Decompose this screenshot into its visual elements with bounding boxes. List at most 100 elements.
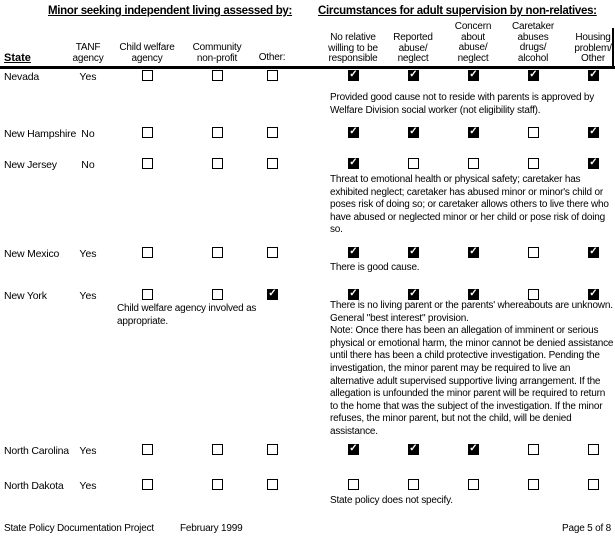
checkbox-no-relative (348, 443, 359, 455)
checkbox-housing-problem (588, 246, 599, 258)
table-row-new-york: New York Yes (0, 288, 615, 303)
checkbox-other (267, 127, 278, 138)
tanf-agency-value: No (81, 159, 95, 171)
checkbox-no-relative (348, 479, 359, 490)
checkbox-community-non-profit (212, 158, 223, 169)
checkbox-housing-problem (588, 157, 599, 169)
state-name: New Hampshire (4, 128, 77, 140)
row-note-new-jersey: Threat to emotional health or physical s… (330, 174, 609, 236)
column-header-child-welfare-agency: Child welfare agency (119, 42, 175, 64)
state-name: New York (4, 290, 47, 302)
checkbox-child-welfare (142, 247, 153, 258)
checkbox-child-welfare (142, 70, 153, 81)
row-note-new-york: There is no living parent or the parents… (330, 300, 614, 437)
tanf-agency-value: Yes (79, 290, 97, 302)
checkbox-child-welfare (142, 289, 153, 300)
tanf-agency-value: Yes (79, 480, 97, 492)
checkbox-no-relative (348, 288, 359, 300)
checkbox-reported-abuse (408, 246, 419, 258)
tanf-agency-value: Yes (79, 445, 97, 457)
state-name: Nevada (4, 71, 39, 83)
checkbox-caretaker-abuses (528, 289, 539, 300)
header-divider-rule (0, 66, 615, 69)
checkbox-community-non-profit (212, 444, 223, 455)
table-row-nevada: Nevada Yes (0, 69, 615, 84)
state-name: New Jersey (4, 159, 57, 171)
checkbox-other (267, 70, 278, 81)
checkbox-concern-abuse (468, 479, 479, 490)
left-section-heading: Minor seeking independent living assesse… (48, 5, 293, 17)
checkbox-other (267, 158, 278, 169)
checkbox-housing-problem (588, 444, 599, 455)
column-header-caretaker-abuses: Caretaker abuses drugs/ alcohol (511, 21, 555, 64)
row-note-new-mexico: There is good cause. (330, 262, 420, 273)
tanf-agency-value: Yes (79, 71, 97, 83)
checkbox-caretaker-abuses (528, 158, 539, 169)
column-header-reported-abuse: Reported abuse/ neglect (393, 32, 433, 64)
state-name: New Mexico (4, 248, 60, 260)
checkbox-reported-abuse (408, 443, 419, 455)
checkbox-no-relative (348, 246, 359, 258)
footer-date: February 1999 (180, 523, 243, 534)
checkbox-reported-abuse (408, 479, 419, 490)
column-header-housing-problem: Housing problem/ Other (574, 32, 612, 64)
table-row-north-carolina: North Carolina Yes (0, 443, 615, 458)
checkbox-housing-problem (588, 69, 599, 81)
checkbox-concern-abuse (468, 246, 479, 258)
column-header-other: Other: (258, 52, 286, 63)
checkbox-concern-abuse (468, 69, 479, 81)
checkbox-community-non-profit (212, 127, 223, 138)
state-name: North Carolina (4, 445, 69, 457)
checkbox-concern-abuse (468, 158, 479, 169)
checkbox-reported-abuse (408, 158, 419, 169)
column-header-state: State (4, 52, 31, 64)
checkbox-housing-problem (588, 479, 599, 490)
table-row-new-hampshire: New Hampshire No (0, 126, 615, 141)
checkbox-other (267, 247, 278, 258)
checkbox-concern-abuse (468, 126, 479, 138)
column-header-tanf-agency: TANF agency (72, 42, 104, 64)
table-row-north-dakota: North Dakota Yes (0, 479, 615, 493)
table-right-edge-line (612, 28, 614, 68)
checkbox-caretaker-abuses (528, 127, 539, 138)
row-left-note-new-york: Child welfare agency involved as appropr… (117, 303, 257, 327)
checkbox-no-relative (348, 157, 359, 169)
checkbox-community-non-profit (212, 289, 223, 300)
checkbox-child-welfare (142, 158, 153, 169)
column-header-community-non-profit: Community non-profit (192, 42, 242, 64)
table-row-new-mexico: New Mexico Yes (0, 246, 615, 261)
checkbox-other (267, 288, 278, 300)
checkbox-child-welfare (142, 127, 153, 138)
column-header-concern-abuse: Concern about abuse/ neglect (454, 21, 492, 64)
tanf-agency-value: Yes (79, 248, 97, 260)
checkbox-child-welfare (142, 444, 153, 455)
checkbox-no-relative (348, 126, 359, 138)
table-row-new-jersey: New Jersey No (0, 157, 615, 172)
checkbox-reported-abuse (408, 126, 419, 138)
checkbox-community-non-profit (212, 70, 223, 81)
checkbox-concern-abuse (468, 288, 479, 300)
checkbox-caretaker-abuses (528, 247, 539, 258)
footer-project-name: State Policy Documentation Project (4, 523, 154, 534)
checkbox-child-welfare (142, 479, 153, 490)
checkbox-housing-problem (588, 126, 599, 138)
checkbox-other (267, 479, 278, 490)
state-name: North Dakota (4, 480, 64, 492)
checkbox-community-non-profit (212, 479, 223, 490)
checkbox-caretaker-abuses (528, 69, 539, 81)
checkbox-reported-abuse (408, 288, 419, 300)
checkbox-community-non-profit (212, 247, 223, 258)
tanf-agency-value: No (81, 128, 95, 140)
checkbox-other (267, 444, 278, 455)
checkbox-concern-abuse (468, 443, 479, 455)
checkbox-caretaker-abuses (528, 479, 539, 490)
checkbox-housing-problem (588, 288, 599, 300)
column-header-no-relative: No relative willing to be responsible (328, 32, 378, 64)
row-note-nevada: Provided good cause not to reside with p… (330, 92, 595, 116)
checkbox-reported-abuse (408, 69, 419, 81)
checkbox-no-relative (348, 69, 359, 81)
checkbox-caretaker-abuses (528, 444, 539, 455)
footer-page-number: Page 5 of 8 (562, 523, 611, 534)
row-note-north-dakota: State policy does not specify. (330, 495, 453, 506)
